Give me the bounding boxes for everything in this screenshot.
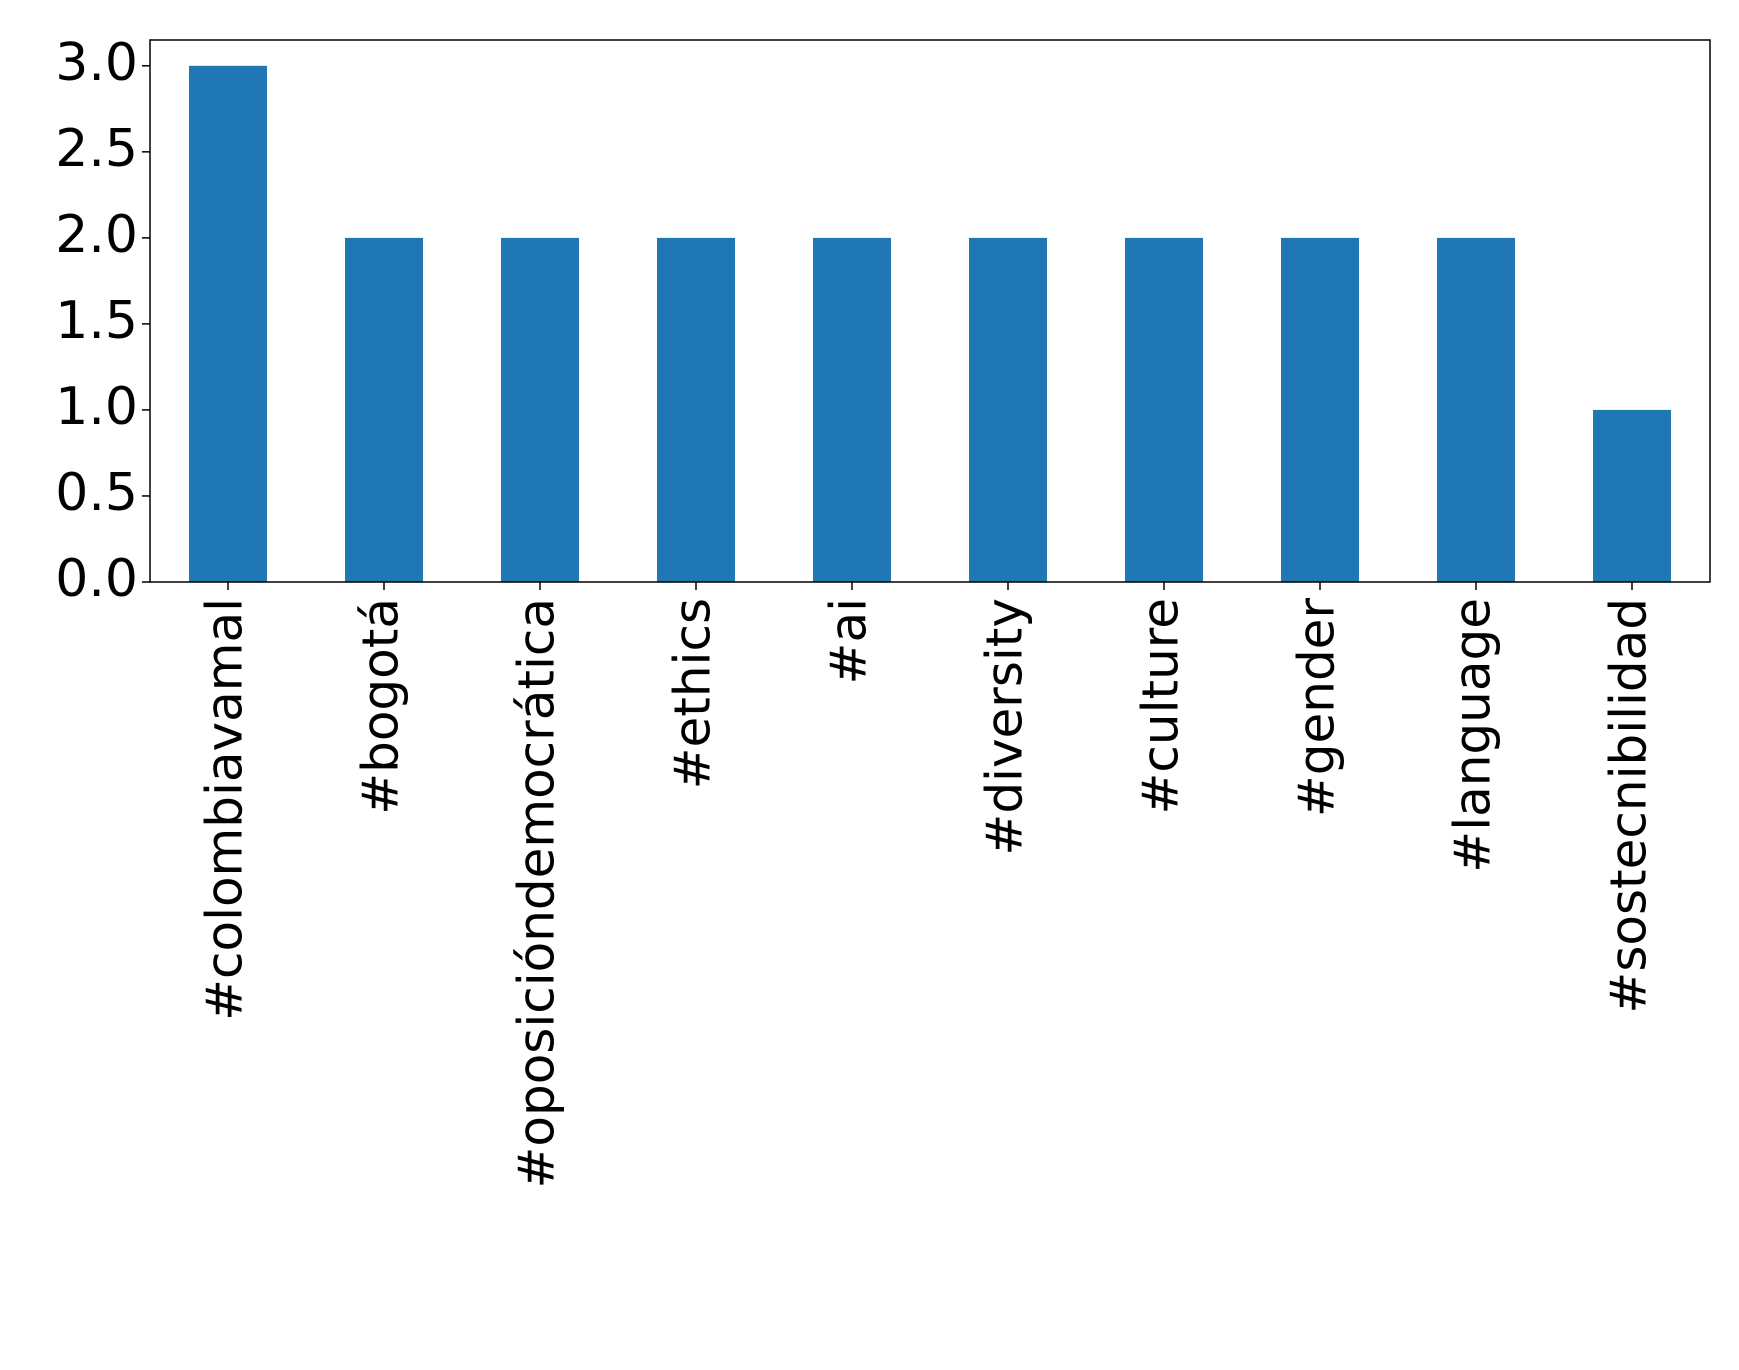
bar: [345, 237, 423, 582]
bar: [1593, 409, 1671, 582]
bar: [657, 237, 735, 582]
x-tick-label: #sostecnibilidad: [1600, 598, 1658, 1014]
x-tick-label: #diversity: [976, 598, 1034, 856]
y-tick-label: 2.0: [55, 205, 138, 265]
x-tick-label: #bogotá: [352, 598, 410, 815]
y-tick-label: 0.0: [55, 549, 138, 609]
x-tick-label: #colombiavamal: [196, 598, 254, 1021]
bar: [1281, 237, 1359, 582]
bars-layer: [189, 65, 1671, 583]
y-tick-label: 2.5: [55, 119, 138, 179]
bar: [969, 237, 1047, 582]
x-tick-label: #language: [1444, 598, 1502, 873]
bar: [1437, 237, 1515, 582]
y-tick-label: 1.0: [55, 377, 138, 437]
x-tick-label: #ethics: [664, 598, 722, 789]
plot-frame: [149, 39, 1711, 583]
y-axis: 0.0 0.5 1.0 1.5 2.0 2.5 3.0: [55, 33, 150, 609]
y-tick-label: 3.0: [55, 33, 138, 93]
y-tick-label: 0.5: [55, 463, 138, 523]
bar: [1125, 237, 1203, 582]
bar: [501, 237, 579, 582]
x-tick-label: #oposicióndemocrática: [508, 598, 566, 1189]
x-tick-label: #gender: [1288, 598, 1346, 818]
x-axis: #colombiavamal #bogotá #oposicióndemocráti…: [196, 582, 1658, 1189]
x-tick-label: #ai: [820, 598, 878, 684]
y-tick-label: 1.5: [55, 291, 138, 351]
bar: [189, 65, 267, 583]
x-tick-label: #culture: [1132, 598, 1190, 814]
bar: [813, 237, 891, 582]
